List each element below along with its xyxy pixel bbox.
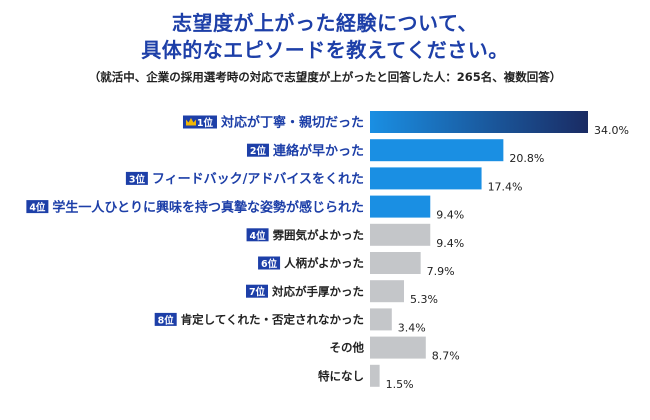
category-label: フィードバック/アドバイスをくれた — [152, 172, 364, 187]
value-label: 20.8% — [509, 152, 544, 165]
bar — [370, 223, 431, 246]
value-label: 3.4% — [398, 321, 426, 334]
category-label: 学生一人ひとりに興味を持つ真摯な姿勢が感じられた — [52, 199, 364, 215]
rank-badge-bg — [125, 171, 148, 185]
rank-badge-bg — [258, 256, 281, 270]
rank-badge: 3位 — [125, 171, 148, 185]
bar — [370, 167, 482, 190]
rank-label: 4位 — [29, 202, 46, 214]
rank-badge-bg — [26, 200, 49, 214]
category-label: 対応が手厚かった — [271, 284, 364, 298]
rank-badge: 8位 — [154, 312, 177, 326]
rank-label: 1位 — [197, 117, 214, 129]
value-label: 5.3% — [410, 293, 438, 306]
rank-badge: 7位 — [246, 284, 268, 298]
bar — [370, 336, 426, 359]
value-label: 1.5% — [386, 378, 414, 391]
chart-title-line2: 具体的なエピソードを教えてください。 — [141, 38, 509, 62]
rank-label: 7位 — [249, 286, 266, 298]
rank-badge-bg — [246, 143, 269, 157]
bar — [370, 308, 392, 331]
category-label: 連絡が早かった — [273, 143, 364, 159]
bar — [370, 280, 404, 303]
chart-subtitle: （就活中、企業の採用選考時の対応で志望度が上がったと回答した人：265名、複数回… — [88, 70, 562, 84]
category-label: 特になし — [318, 369, 364, 383]
rank-badge: 2位 — [246, 143, 269, 157]
bars-layer: 34.0% 対応が丁寧・親切だった 1位 20.8% 連絡が早かった 2位 17.4% フィー… — [26, 111, 629, 391]
value-label: 9.4% — [436, 209, 464, 222]
bar — [370, 364, 380, 387]
category-label: 雰囲気がよかった — [273, 228, 364, 242]
bar — [370, 111, 588, 133]
value-label: 8.7% — [432, 350, 460, 363]
rank-badge-bg — [154, 312, 177, 326]
category-label: その他 — [330, 341, 365, 355]
rank-badge: 1位 — [182, 115, 217, 129]
rank-label: 4位 — [250, 230, 267, 242]
category-label: 対応が丁寧・親切だった — [220, 115, 364, 131]
crown-icon — [185, 118, 196, 126]
rank-badge: 4位 — [246, 228, 269, 242]
rank-badge-bg — [246, 284, 268, 298]
rank-badge: 4位 — [26, 200, 49, 214]
bar — [370, 139, 504, 162]
value-label: 9.4% — [436, 237, 464, 250]
bar — [370, 195, 431, 218]
rank-badge-bg — [246, 228, 269, 242]
bar — [370, 252, 421, 274]
rank-label: 2位 — [250, 145, 267, 157]
category-label: 人柄がよかった — [284, 256, 364, 270]
category-label: 肯定してくれた・否定されなかった — [181, 313, 364, 327]
value-label: 34.0% — [594, 124, 629, 137]
value-label: 7.9% — [427, 265, 455, 278]
rank-badge: 6位 — [258, 256, 281, 270]
rank-label: 3位 — [129, 173, 146, 185]
value-label: 17.4% — [488, 180, 523, 193]
rank-label: 6位 — [261, 258, 278, 270]
rank-label: 8位 — [158, 314, 175, 326]
chart-title-line1: 志望度が上がった経験について、 — [172, 11, 478, 35]
